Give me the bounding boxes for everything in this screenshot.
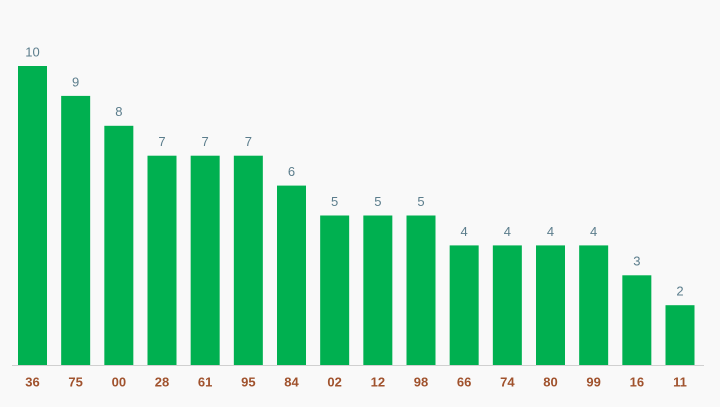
bar: [665, 305, 695, 365]
x-tick-label: 74: [500, 374, 515, 389]
bar: [233, 155, 263, 365]
x-tick-label: 00: [112, 374, 126, 389]
value-label: 5: [417, 194, 424, 209]
x-tick-label: 95: [241, 374, 255, 389]
value-label: 5: [331, 194, 338, 209]
bar: [18, 66, 47, 365]
bar: [190, 155, 220, 365]
value-label: 4: [590, 224, 597, 239]
x-tick-label: 98: [414, 374, 428, 389]
value-label: 4: [461, 224, 468, 239]
x-tick-label: 11: [673, 374, 687, 389]
x-tick-label: 12: [371, 374, 385, 389]
bar: [61, 95, 91, 366]
value-label: 7: [202, 134, 209, 149]
value-label: 4: [547, 224, 554, 239]
value-label: 7: [158, 134, 165, 149]
value-label: 10: [25, 44, 39, 59]
bar: [147, 155, 177, 365]
x-tick-label: 16: [630, 374, 644, 389]
x-tick-label: 61: [198, 374, 212, 389]
x-tick-label: 02: [327, 374, 341, 389]
bar: [406, 215, 436, 365]
bar: [536, 245, 565, 365]
bar: [449, 245, 479, 365]
value-label: 3: [633, 254, 640, 269]
value-label: 2: [676, 284, 683, 299]
value-label: 5: [374, 194, 381, 209]
x-tick-label: 36: [25, 374, 39, 389]
value-label: 7: [245, 134, 252, 149]
value-label: 4: [504, 224, 511, 239]
bar: [320, 215, 350, 365]
x-tick-label: 80: [543, 374, 557, 389]
x-tick-label: 84: [284, 374, 299, 389]
bar: [277, 185, 306, 365]
bar: [363, 215, 393, 365]
value-label: 6: [288, 164, 295, 179]
x-tick-label: 75: [68, 374, 82, 389]
x-tick-label: 28: [155, 374, 169, 389]
bar: [104, 125, 134, 365]
bar: [622, 275, 652, 365]
bar: [579, 245, 609, 365]
bar: [492, 245, 522, 365]
value-label: 9: [72, 74, 79, 89]
x-tick-label: 99: [586, 374, 600, 389]
x-tick-label: 66: [457, 374, 471, 389]
value-label: 8: [115, 104, 122, 119]
